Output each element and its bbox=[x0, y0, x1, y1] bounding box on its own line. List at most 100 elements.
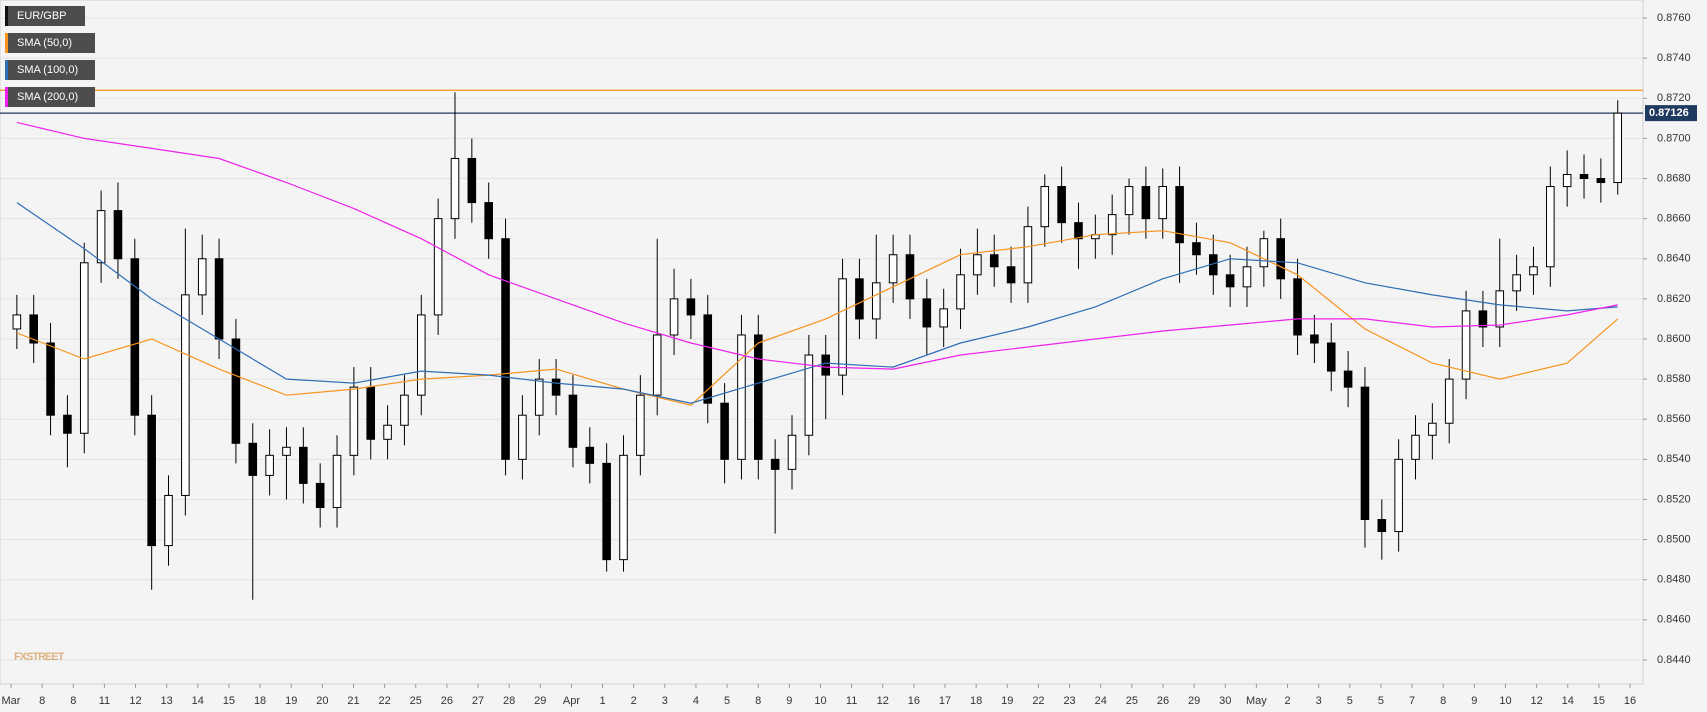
candle-body bbox=[888, 254, 898, 284]
candle-body bbox=[1225, 274, 1235, 288]
candle-body bbox=[197, 258, 207, 296]
y-tick-label: 0.8700 bbox=[1657, 132, 1691, 144]
candle-body bbox=[602, 462, 611, 561]
y-tick-label: 0.8560 bbox=[1657, 413, 1691, 425]
x-tick-label: 15 bbox=[223, 695, 235, 707]
x-tick-label: 15 bbox=[1593, 695, 1605, 707]
x-tick-label: 28 bbox=[503, 695, 515, 707]
candle-body bbox=[450, 157, 460, 220]
candle-body bbox=[1461, 310, 1471, 380]
x-tick-label: 25 bbox=[1126, 695, 1138, 707]
candle-body bbox=[551, 378, 561, 396]
candle-body bbox=[534, 378, 544, 416]
candle-body bbox=[12, 314, 22, 330]
x-tick-label: 12 bbox=[129, 695, 141, 707]
candle-body bbox=[1613, 112, 1623, 184]
x-tick-label: 14 bbox=[1562, 695, 1574, 707]
x-tick-label: 20 bbox=[316, 695, 328, 707]
y-tick-label: 0.8520 bbox=[1657, 493, 1691, 505]
y-tick-label: 0.8440 bbox=[1657, 654, 1691, 666]
x-tick-label: 19 bbox=[1001, 695, 1013, 707]
candle-body bbox=[737, 334, 746, 460]
candle-body bbox=[838, 278, 847, 376]
candle-body bbox=[703, 314, 713, 404]
price-tag-label: 0.87126 bbox=[1649, 107, 1689, 119]
candle-body bbox=[1326, 342, 1336, 372]
candle-body bbox=[1276, 238, 1285, 280]
x-tick-label: 11 bbox=[846, 695, 857, 707]
legend-label: SMA (100,0) bbox=[17, 64, 78, 76]
candle-body bbox=[349, 386, 359, 456]
x-tick-label: 29 bbox=[534, 695, 546, 707]
x-tick-label: 21 bbox=[347, 695, 359, 707]
candle-body bbox=[871, 282, 881, 320]
candle-body bbox=[46, 342, 55, 416]
y-tick-label: 0.8640 bbox=[1657, 253, 1691, 265]
candle-body bbox=[29, 314, 38, 344]
candle-body bbox=[231, 338, 241, 444]
candle-body bbox=[686, 298, 696, 316]
x-tick-label: May bbox=[1246, 695, 1267, 707]
candle-body bbox=[1141, 186, 1151, 220]
candle-body bbox=[585, 446, 595, 464]
sma-line bbox=[16, 121, 1618, 370]
x-tick-label: 22 bbox=[378, 695, 390, 707]
x-tick-label: 23 bbox=[1063, 695, 1075, 707]
candle-body bbox=[96, 210, 106, 264]
candle-body bbox=[113, 210, 123, 260]
y-tick-label: 0.8480 bbox=[1657, 574, 1691, 586]
candle-body bbox=[1546, 186, 1555, 268]
legend-box bbox=[5, 60, 95, 80]
y-tick-label: 0.8500 bbox=[1657, 533, 1691, 545]
candle-body bbox=[332, 454, 342, 508]
x-tick-label: 27 bbox=[472, 695, 484, 707]
price-tag bbox=[1645, 105, 1697, 122]
x-tick-label: 5 bbox=[1378, 695, 1384, 707]
x-tick-label: 10 bbox=[814, 695, 826, 707]
x-tick-label: 10 bbox=[1499, 695, 1511, 707]
legend-swatch bbox=[5, 60, 8, 80]
y-tick-label: 0.8540 bbox=[1657, 453, 1691, 465]
candle-body bbox=[1310, 334, 1319, 344]
x-tick-label: 8 bbox=[1440, 695, 1446, 707]
candle-body bbox=[1057, 186, 1066, 224]
x-tick-label: 3 bbox=[662, 695, 668, 707]
x-tick-label: 3 bbox=[1316, 695, 1322, 707]
x-tick-label: 16 bbox=[1624, 695, 1636, 707]
x-tick-label: Mar bbox=[2, 695, 21, 707]
candle-body bbox=[1074, 222, 1083, 240]
candle-body bbox=[1377, 519, 1387, 533]
candle-body bbox=[1158, 186, 1168, 220]
candle-body bbox=[922, 298, 932, 328]
x-tick-label: 5 bbox=[724, 695, 730, 707]
candle-body bbox=[467, 157, 477, 204]
y-tick-label: 0.8580 bbox=[1657, 373, 1691, 385]
candle-body bbox=[1478, 310, 1488, 328]
candle-body bbox=[79, 262, 89, 434]
candle-body bbox=[989, 254, 999, 268]
x-tick-label: 8 bbox=[755, 695, 761, 707]
legend-label: SMA (50,0) bbox=[17, 37, 72, 49]
candle-body bbox=[416, 314, 426, 396]
candle-body bbox=[905, 254, 915, 300]
watermark: FXSTREET bbox=[14, 651, 65, 663]
legend-box bbox=[5, 6, 85, 26]
legend-swatch bbox=[5, 87, 8, 107]
candle-body bbox=[181, 294, 190, 496]
sma-line bbox=[16, 230, 1619, 406]
candle-body bbox=[1040, 186, 1050, 228]
y-tick-label: 0.8680 bbox=[1657, 172, 1691, 184]
candle-body bbox=[1192, 242, 1201, 256]
candle-body bbox=[265, 454, 274, 476]
sma-line bbox=[16, 202, 1618, 404]
candle-body bbox=[484, 202, 493, 240]
x-tick-label: 4 bbox=[693, 695, 699, 707]
candle-body bbox=[315, 482, 325, 508]
y-tick-label: 0.8460 bbox=[1657, 614, 1691, 626]
candle-body bbox=[433, 218, 443, 316]
candle-body bbox=[939, 308, 948, 328]
candle-body bbox=[1343, 370, 1353, 388]
candle-body bbox=[787, 434, 797, 470]
candle-body bbox=[130, 258, 140, 416]
